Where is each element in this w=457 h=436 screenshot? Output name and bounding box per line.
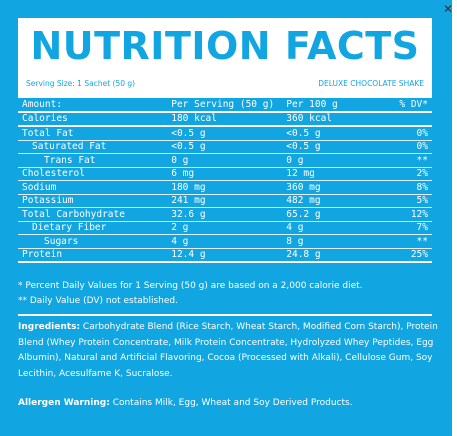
table-row: Saturated Fat <0.5 g <0.5 g 0% bbox=[18, 140, 432, 154]
dv-value: 5% bbox=[373, 194, 432, 208]
table-row: Trans Fat 0 g 0 g ** bbox=[18, 153, 432, 168]
per-100g-value: 360 kcal bbox=[282, 111, 374, 127]
dv-footnote: * Percent Daily Values for 1 Serving (50… bbox=[18, 281, 363, 291]
dv-value: 12% bbox=[373, 207, 432, 222]
page-title: NUTRITION FACTS bbox=[30, 24, 420, 68]
right-edge bbox=[452, 0, 457, 436]
nutrient-name: Protein bbox=[18, 248, 168, 263]
table-header-row: Amount: Per Serving (50 g) Per 100 g % D… bbox=[18, 98, 432, 113]
per-serving-value: 180 mg bbox=[167, 180, 283, 195]
close-icon[interactable]: ✕ bbox=[442, 2, 454, 16]
per-serving-value: 241 mg bbox=[167, 194, 283, 208]
nutrient-name: Trans Fat bbox=[18, 153, 168, 168]
table-row: Protein 12.4 g 24.8 g 25% bbox=[18, 248, 432, 263]
product-name: DELUXE CHOCOLATE SHAKE bbox=[318, 79, 424, 88]
per-100g-value: 482 mg bbox=[282, 194, 374, 208]
table-row: Sodium 180 mg 360 mg 8% bbox=[18, 180, 432, 195]
per-serving-value: 32.6 g bbox=[167, 207, 283, 222]
column-header-per-serving: Per Serving (50 g) bbox=[167, 98, 283, 113]
per-100g-value: <0.5 g bbox=[282, 140, 374, 154]
per-serving-value: 4 g bbox=[167, 234, 283, 249]
dv-value bbox=[373, 111, 432, 127]
dv-value: 8% bbox=[373, 180, 432, 195]
column-header-amount: Amount: bbox=[18, 98, 168, 113]
ingredients-section: Ingredients: Carbohydrate Blend (Rice St… bbox=[18, 320, 438, 382]
nutrient-name: Dietary Fiber bbox=[18, 221, 168, 235]
nutrient-name: Total Fat bbox=[18, 126, 168, 141]
dv-value: ** bbox=[373, 234, 432, 249]
dv-value: 25% bbox=[373, 248, 432, 263]
table-row: Potassium 241 mg 482 mg 5% bbox=[18, 194, 432, 208]
per-100g-value: 8 g bbox=[282, 234, 374, 249]
per-serving-value: 6 mg bbox=[167, 167, 283, 181]
table-row: Cholesterol 6 mg 12 mg 2% bbox=[18, 167, 432, 181]
ingredients-label: Ingredients: bbox=[18, 322, 81, 332]
dv-value: ** bbox=[373, 153, 432, 168]
allergen-section: Allergen Warning: Contains Milk, Egg, Wh… bbox=[18, 396, 432, 411]
per-100g-value: <0.5 g bbox=[282, 126, 374, 141]
nutrient-name: Calories bbox=[18, 111, 168, 127]
serving-size: Serving Size: 1 Sachet (50 g) bbox=[26, 79, 136, 88]
nutrient-name: Potassium bbox=[18, 194, 168, 208]
per-100g-value: 12 mg bbox=[282, 167, 374, 181]
allergen-label: Allergen Warning: bbox=[18, 398, 110, 408]
column-header-dv: % DV* bbox=[373, 98, 432, 113]
nutrient-name: Sodium bbox=[18, 180, 168, 195]
section-divider bbox=[18, 314, 432, 316]
table-row: Total Carbohydrate 32.6 g 65.2 g 12% bbox=[18, 207, 432, 222]
column-header-per-100g: Per 100 g bbox=[282, 98, 374, 113]
dv-value: 0% bbox=[373, 140, 432, 154]
ingredients-text: Carbohydrate Blend (Rice Starch, Wheat S… bbox=[18, 322, 438, 379]
per-serving-value: 12.4 g bbox=[167, 248, 283, 263]
per-100g-value: 24.8 g bbox=[282, 248, 374, 263]
allergen-text: Contains Milk, Egg, Wheat and Soy Derive… bbox=[109, 398, 353, 408]
nutrient-name: Cholesterol bbox=[18, 167, 168, 181]
per-serving-value: <0.5 g bbox=[167, 126, 283, 141]
title-panel: NUTRITION FACTS Serving Size: 1 Sachet (… bbox=[18, 18, 432, 98]
nutrient-name: Sugars bbox=[18, 234, 168, 249]
per-serving-value: <0.5 g bbox=[167, 140, 283, 154]
table-row: Dietary Fiber 2 g 4 g 7% bbox=[18, 221, 432, 235]
per-serving-value: 2 g bbox=[167, 221, 283, 235]
per-serving-value: 0 g bbox=[167, 153, 283, 168]
dv-value: 0% bbox=[373, 126, 432, 141]
dv-value: 2% bbox=[373, 167, 432, 181]
nutrient-name: Saturated Fat bbox=[18, 140, 168, 154]
dv-not-established-footnote: ** Daily Value (DV) not established. bbox=[18, 296, 178, 306]
dv-value: 7% bbox=[373, 221, 432, 235]
nutrition-table: Amount: Per Serving (50 g) Per 100 g % D… bbox=[18, 98, 432, 263]
per-100g-value: 0 g bbox=[282, 153, 374, 168]
per-100g-value: 360 mg bbox=[282, 180, 374, 195]
table-row: Calories 180 kcal 360 kcal bbox=[18, 111, 432, 127]
per-100g-value: 4 g bbox=[282, 221, 374, 235]
table-row: Total Fat <0.5 g <0.5 g 0% bbox=[18, 126, 432, 141]
footnotes: * Percent Daily Values for 1 Serving (50… bbox=[18, 279, 432, 309]
table-row: Sugars 4 g 8 g ** bbox=[18, 234, 432, 249]
nutrient-name: Total Carbohydrate bbox=[18, 207, 168, 222]
per-100g-value: 65.2 g bbox=[282, 207, 374, 222]
per-serving-value: 180 kcal bbox=[167, 111, 283, 127]
